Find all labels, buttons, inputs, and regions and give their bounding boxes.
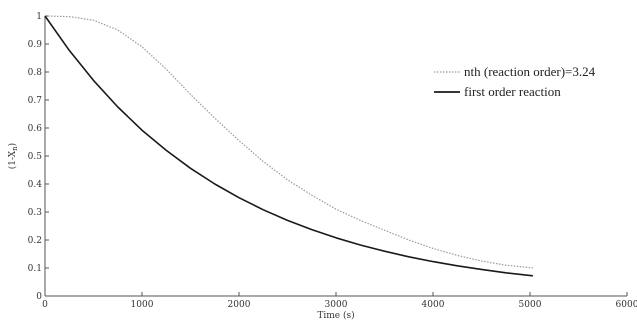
x-tick-label-4: 4000 xyxy=(422,300,445,310)
x-axis-title: Time (s) xyxy=(317,310,354,321)
x-tick-label-2: 2000 xyxy=(228,300,251,310)
x-tick-label-1: 1000 xyxy=(131,300,154,310)
y-tick-label-10: 1 xyxy=(36,12,42,22)
x-tick-label-6: 6000 xyxy=(616,300,637,310)
y-tick-label-2: 0.2 xyxy=(28,236,42,246)
y-axis-title-close: ) xyxy=(7,143,18,147)
series-line-1 xyxy=(44,15,533,277)
y-tick-label-7: 0.7 xyxy=(28,96,43,106)
y-tick-label-9: 0.9 xyxy=(28,40,43,50)
y-tick-label-0: 0 xyxy=(36,292,42,302)
ticks: 0 1000 2000 3000 4000 5000 6000 0 0.1 0.2 0.3 0.4 0.… xyxy=(28,12,637,310)
axes xyxy=(44,16,627,297)
y-tick-label-5: 0.5 xyxy=(28,152,43,162)
y-axis-title-subscript: n xyxy=(11,146,19,151)
series-line-0 xyxy=(44,15,533,269)
y-tick-label-3: 0.3 xyxy=(28,208,43,218)
x-tick-label-0: 0 xyxy=(42,300,48,310)
y-axis-title-main: (1-X xyxy=(7,150,18,169)
y-axis-title: (1-Xn) xyxy=(7,143,19,169)
x-tick-label-5: 5000 xyxy=(519,300,542,310)
series-layer xyxy=(44,15,533,277)
y-tick-label-6: 0.6 xyxy=(28,124,43,134)
legend-label-nth-order: nth (reaction order)=3.24 xyxy=(464,64,596,79)
legend-label-first-order: first order reaction xyxy=(464,84,561,99)
y-tick-label-1: 0.1 xyxy=(28,264,42,274)
x-tick-label-3: 3000 xyxy=(325,300,348,310)
y-tick-label-4: 0.4 xyxy=(28,180,43,190)
y-tick-label-8: 0.8 xyxy=(28,68,43,78)
legend: nth (reaction order)=3.24 first order re… xyxy=(434,64,596,99)
